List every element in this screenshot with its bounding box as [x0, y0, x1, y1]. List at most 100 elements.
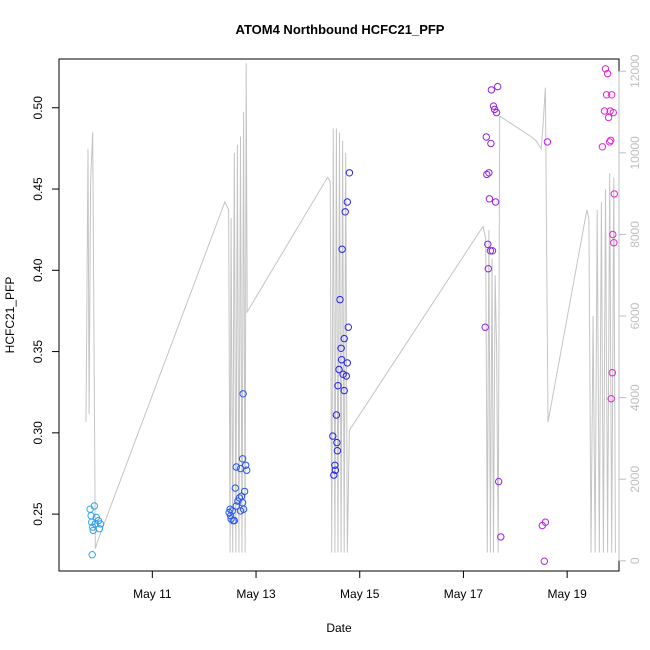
data-point — [609, 230, 617, 239]
data-point — [491, 198, 500, 206]
data-point — [488, 247, 497, 255]
data-point — [232, 463, 241, 471]
data-point — [609, 108, 617, 117]
data-point — [485, 169, 493, 177]
data-point — [343, 198, 351, 206]
altitude-line — [85, 63, 616, 553]
data-point — [543, 138, 552, 146]
data-point — [231, 484, 240, 492]
altitude-line-layer — [85, 63, 616, 553]
data-point — [340, 334, 348, 343]
data-point — [331, 466, 340, 474]
data-point — [329, 432, 337, 440]
data-point — [602, 91, 611, 99]
right-tick-label: 8000 — [628, 221, 642, 248]
data-point — [238, 499, 247, 507]
data-point — [242, 461, 250, 469]
data-point — [243, 466, 251, 474]
x-axis: May 11 May 13 May 15 May 17 May 19 — [133, 571, 587, 601]
data-point — [338, 245, 346, 253]
data-point — [608, 91, 616, 99]
data-point — [96, 520, 105, 528]
right-tick-label: 6000 — [628, 302, 642, 329]
data-point — [330, 471, 338, 479]
data-point — [494, 82, 502, 91]
data-point — [497, 533, 505, 541]
data-point — [487, 139, 495, 148]
data-point — [484, 265, 492, 273]
data-point — [603, 69, 612, 78]
data-point — [601, 65, 610, 73]
points-layer — [86, 65, 618, 565]
data-point — [598, 143, 607, 151]
right-tick-label: 4000 — [628, 384, 642, 411]
data-point — [331, 461, 339, 469]
y-tick-label: 0.50 — [31, 96, 45, 120]
data-point — [483, 170, 491, 179]
x-tick-label: May 13 — [236, 587, 276, 601]
data-point — [236, 507, 245, 515]
data-point — [342, 372, 350, 380]
y-tick-label: 0.35 — [31, 340, 45, 364]
data-point — [337, 344, 345, 352]
data-point — [606, 138, 614, 146]
data-point — [343, 359, 351, 367]
y-axis-label: HCFC21_PFP — [3, 277, 17, 354]
data-point — [230, 516, 239, 525]
data-point — [540, 557, 548, 565]
data-point — [610, 190, 618, 198]
data-point — [228, 507, 236, 515]
data-point — [90, 502, 99, 510]
data-point — [337, 356, 346, 364]
data-point — [86, 505, 94, 513]
data-point — [482, 133, 490, 141]
x-tick-label: May 19 — [547, 587, 587, 601]
data-point — [481, 323, 489, 331]
chart-title: ATOM4 Northbound HCFC21_PFP — [236, 22, 445, 37]
data-point — [345, 169, 354, 177]
data-point — [341, 208, 349, 216]
data-point — [608, 369, 616, 377]
data-point — [607, 136, 615, 145]
data-point — [333, 438, 341, 447]
data-point — [484, 240, 492, 249]
data-point — [340, 386, 348, 395]
data-point — [492, 108, 501, 117]
x-axis-label: Date — [326, 621, 352, 635]
data-point — [607, 395, 615, 403]
x-tick-label: May 15 — [340, 587, 380, 601]
right-tick-label: 2000 — [628, 466, 642, 493]
data-point — [333, 447, 342, 455]
y-tick-label: 0.45 — [31, 177, 45, 201]
x-tick-label: May 17 — [444, 587, 484, 601]
data-point — [240, 487, 249, 496]
data-point — [495, 477, 503, 486]
data-point — [610, 239, 618, 247]
data-point — [344, 323, 352, 331]
y-tick-label: 0.30 — [31, 421, 45, 445]
data-point — [239, 390, 247, 398]
data-point — [87, 512, 95, 520]
data-point — [335, 365, 343, 374]
y-tick-label: 0.25 — [31, 502, 45, 526]
data-point — [88, 551, 96, 559]
x-tick-label: May 11 — [133, 587, 172, 601]
data-point — [541, 518, 550, 526]
right-tick-label: 0 — [628, 557, 642, 564]
data-point — [95, 525, 104, 533]
y-axis: 0.25 0.30 0.35 0.40 0.45 0.50 — [31, 96, 60, 526]
data-point — [600, 107, 609, 115]
right-tick-label: 12000 — [628, 54, 642, 88]
data-point — [332, 411, 341, 419]
data-point — [485, 195, 494, 203]
data-point — [486, 247, 495, 255]
right-tick-label: 10000 — [628, 136, 642, 170]
y-tick-label: 0.40 — [31, 258, 45, 282]
data-point — [489, 102, 498, 110]
right-axis: 0 2000 4000 6000 8000 10000 12000 — [618, 54, 642, 564]
data-point — [336, 295, 344, 304]
data-point — [334, 382, 342, 390]
data-point — [232, 502, 241, 510]
data-point — [238, 455, 247, 463]
